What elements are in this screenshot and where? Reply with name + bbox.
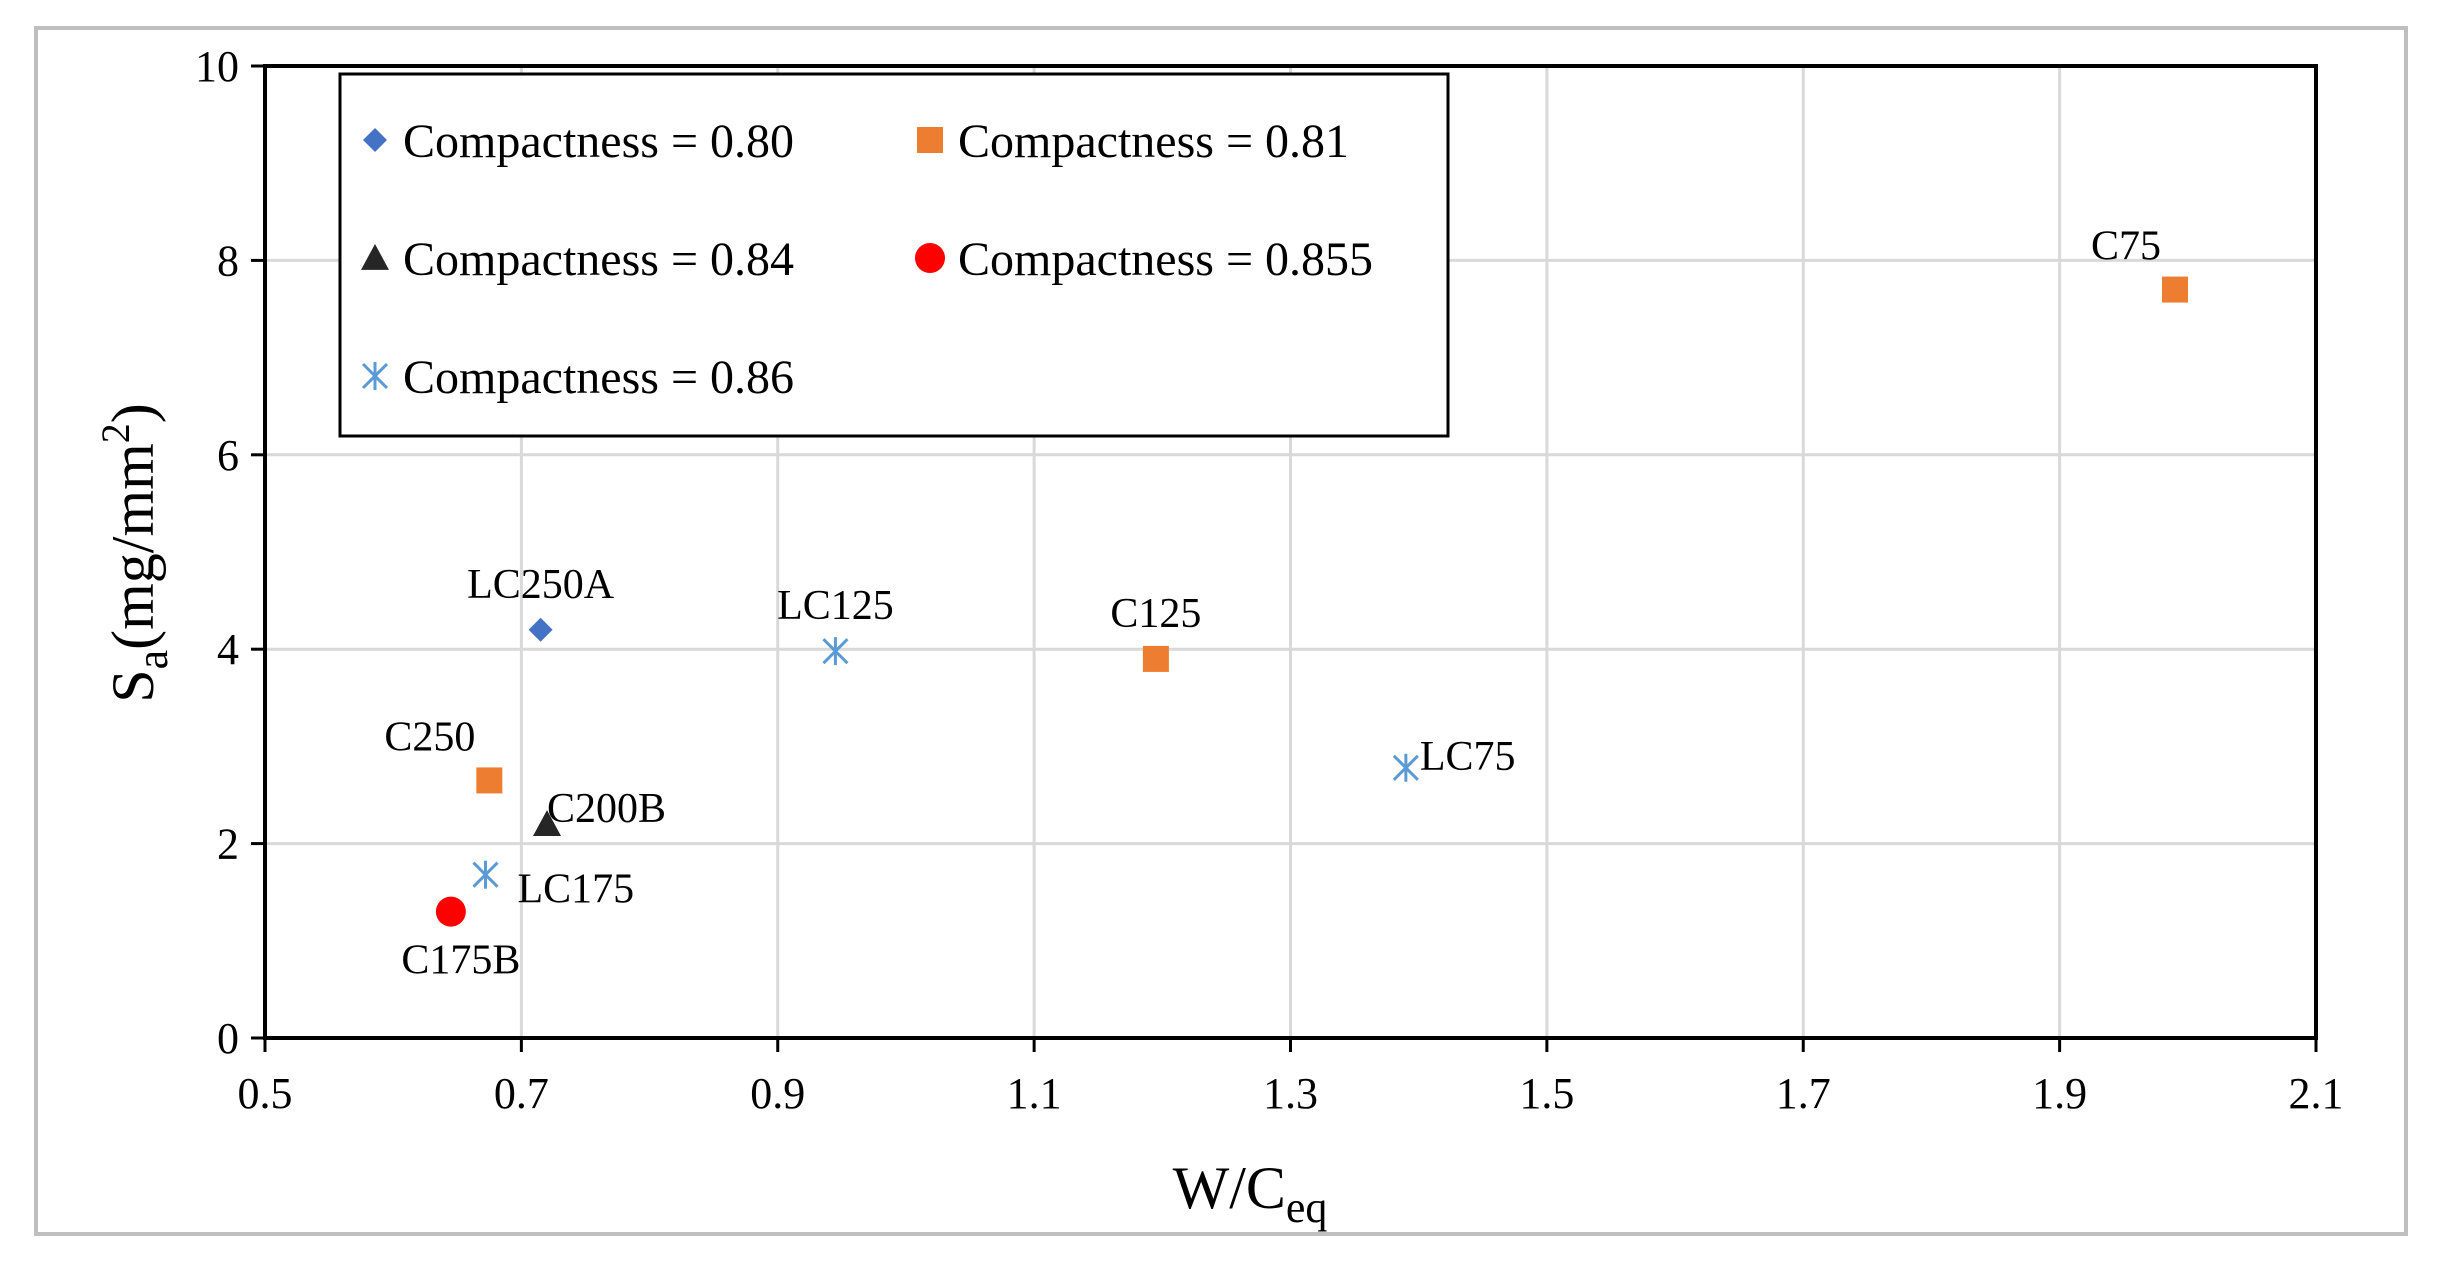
legend-marker-circle bbox=[915, 243, 945, 273]
y-tick-label: 10 bbox=[195, 42, 239, 91]
data-points: LC250A C250 C125 C75 C200B C175B LC175 LC125 LC7… bbox=[384, 224, 2188, 984]
legend-marker-diamond bbox=[363, 128, 387, 152]
point-label: C250 bbox=[384, 714, 475, 760]
x-tick-label: 1.9 bbox=[2032, 1069, 2087, 1118]
x-axis-title-main: W/C bbox=[1173, 1155, 1286, 1221]
x-axis-title: W/Ceq bbox=[1173, 1155, 1328, 1232]
legend-label: Compactness = 0.84 bbox=[403, 233, 794, 286]
x-tick-label: 1.5 bbox=[1519, 1069, 1574, 1118]
x-tick-label: 0.7 bbox=[494, 1069, 549, 1118]
point-label: C75 bbox=[2091, 224, 2161, 270]
point-label: LC125 bbox=[777, 583, 894, 629]
point-label: C200B bbox=[547, 786, 666, 832]
legend-marker-square bbox=[917, 127, 943, 153]
x-tick-label: 1.7 bbox=[1776, 1069, 1831, 1118]
point-label: LC250A bbox=[467, 562, 615, 608]
y-axis-title: Sa(mg/mm2) bbox=[93, 403, 177, 703]
legend-marker-triangle bbox=[361, 244, 389, 270]
legend-label: Compactness = 0.80 bbox=[403, 115, 794, 168]
y-axis-title-unit: (mg/mm bbox=[100, 443, 166, 650]
y-tick-label: 0 bbox=[217, 1014, 239, 1063]
point-label: LC75 bbox=[1420, 734, 1516, 780]
y-tick-label: 4 bbox=[217, 625, 239, 674]
legend-label: Compactness = 0.81 bbox=[958, 115, 1349, 168]
x-tick-label: 1.3 bbox=[1263, 1069, 1318, 1118]
data-point-diamond bbox=[528, 617, 553, 642]
legend-marker-asterisk bbox=[361, 362, 389, 390]
x-tick-label: 2.1 bbox=[2289, 1069, 2344, 1118]
y-tick-label: 2 bbox=[217, 820, 239, 869]
axis-ticks: 0.5 0.7 0.9 1.1 1.3 1.5 1.7 1.9 2.1 0 2 4 6 8 10 bbox=[195, 42, 2344, 1118]
point-label: C125 bbox=[1110, 591, 1201, 637]
y-axis-title-superscript: 2 bbox=[93, 423, 138, 443]
data-point-asterisk bbox=[1392, 753, 1419, 782]
data-point-square bbox=[1142, 645, 1169, 672]
legend-label: Compactness = 0.86 bbox=[403, 351, 794, 404]
legend: Compactness = 0.80 Compactness = 0.81 Comp… bbox=[338, 72, 1450, 438]
legend-label: Compactness = 0.855 bbox=[958, 233, 1373, 286]
legend-box bbox=[338, 72, 1450, 438]
x-tick-label: 1.1 bbox=[1007, 1069, 1062, 1118]
data-point-triangle bbox=[533, 810, 562, 837]
y-axis-title-subscript: a bbox=[128, 650, 177, 670]
y-tick-label: 6 bbox=[217, 431, 239, 480]
x-tick-label: 0.9 bbox=[750, 1069, 805, 1118]
data-point-asterisk bbox=[472, 860, 499, 889]
y-axis-title-main: S bbox=[100, 669, 166, 702]
data-point-square bbox=[2161, 276, 2188, 303]
data-point-asterisk bbox=[822, 637, 849, 666]
data-point-square bbox=[476, 767, 503, 794]
y-tick-label: 8 bbox=[217, 236, 239, 285]
data-point-circle bbox=[435, 896, 466, 927]
x-axis-title-subscript: eq bbox=[1286, 1183, 1328, 1232]
point-label: C175B bbox=[401, 938, 520, 984]
point-label: LC175 bbox=[517, 867, 634, 913]
x-tick-label: 0.5 bbox=[238, 1069, 293, 1118]
y-axis-title-close: ) bbox=[100, 403, 166, 423]
